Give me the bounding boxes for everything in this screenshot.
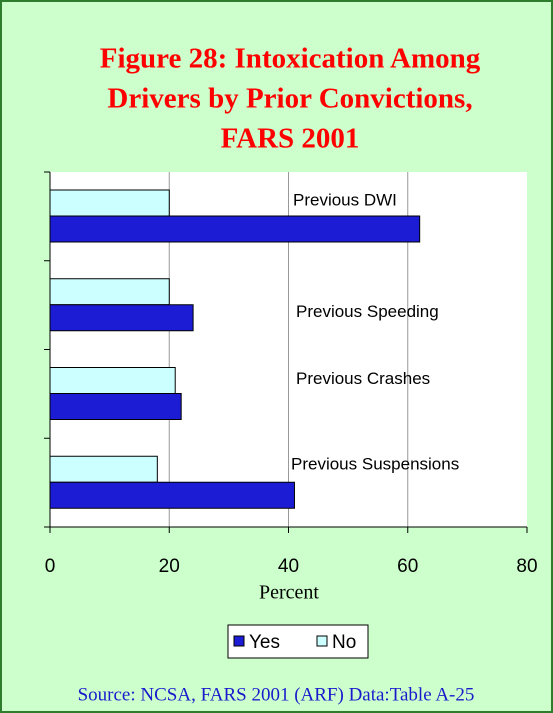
bar (49, 367, 176, 394)
category-label: Previous Crashes (296, 369, 430, 388)
x-tick-label: 60 (397, 556, 418, 577)
legend-box (227, 624, 369, 659)
x-axis-label: Percent (259, 582, 319, 604)
bar (49, 455, 158, 483)
bar (49, 393, 182, 420)
x-tick-label: 40 (278, 556, 299, 577)
chart-title: Figure 28: Intoxication Among (100, 43, 481, 75)
chart-title: FARS 2001 (221, 123, 360, 155)
source-note: Source: NCSA, FARS 2001 (ARF) Data:Table… (78, 684, 475, 705)
category-label: Previous Suspensions (291, 455, 459, 474)
bar (49, 278, 170, 306)
bar (49, 304, 194, 332)
x-tick-label: 80 (516, 556, 537, 577)
category-label: Previous DWI (293, 190, 397, 209)
category-label: Previous Speeding (296, 302, 439, 321)
x-tick-label: 20 (159, 556, 180, 577)
bar (49, 215, 421, 243)
legend-swatch (233, 635, 245, 647)
x-tick-label: 0 (45, 556, 56, 577)
legend-swatch (316, 635, 328, 647)
bar (49, 189, 170, 217)
legend-label: No (332, 632, 356, 653)
bar (49, 481, 295, 509)
legend-label: Yes (249, 632, 280, 653)
chart-title: Drivers by Prior Convictions, (107, 83, 472, 115)
